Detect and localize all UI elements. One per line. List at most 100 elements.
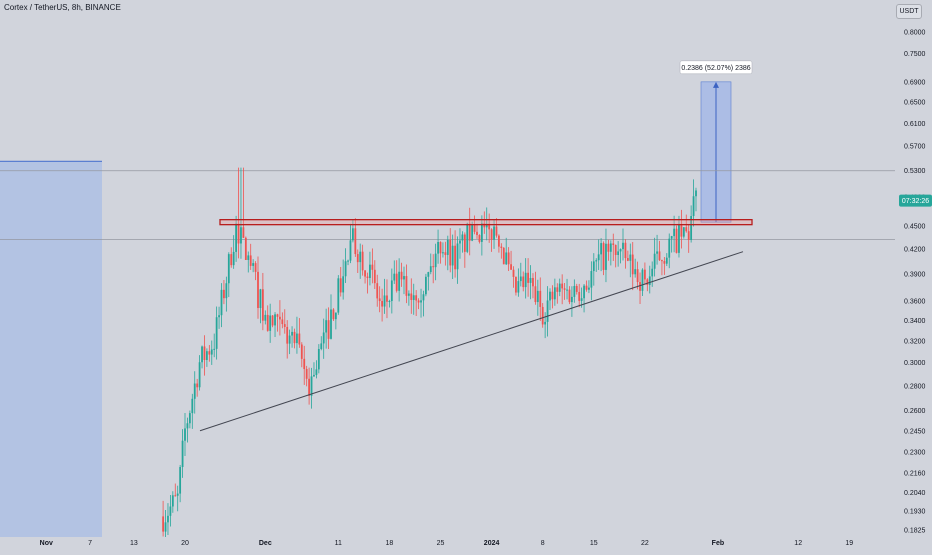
candle[interactable]: [249, 243, 252, 270]
candle[interactable]: [519, 262, 522, 287]
candle[interactable]: [254, 261, 257, 281]
candle[interactable]: [607, 239, 610, 261]
candle[interactable]: [585, 280, 588, 292]
candle[interactable]: [622, 228, 624, 261]
candle[interactable]: [695, 187, 697, 212]
candle[interactable]: [420, 288, 422, 318]
candle[interactable]: [410, 278, 413, 314]
candle[interactable]: [636, 261, 639, 290]
candle[interactable]: [383, 278, 386, 314]
candle[interactable]: [678, 215, 680, 258]
candle[interactable]: [395, 260, 398, 293]
candle[interactable]: [595, 258, 598, 272]
candle[interactable]: [658, 240, 661, 262]
candle[interactable]: [609, 240, 612, 266]
candle[interactable]: [215, 306, 218, 360]
candle[interactable]: [690, 205, 693, 243]
candle[interactable]: [566, 278, 568, 300]
candle[interactable]: [303, 345, 306, 385]
candle[interactable]: [274, 312, 276, 338]
candle[interactable]: [578, 283, 581, 308]
candle[interactable]: [434, 243, 437, 281]
candle[interactable]: [344, 248, 347, 283]
candle[interactable]: [174, 483, 177, 497]
candle[interactable]: [407, 290, 410, 306]
candle[interactable]: [653, 237, 656, 277]
candle[interactable]: [600, 238, 602, 272]
candle[interactable]: [347, 259, 349, 266]
candle[interactable]: [332, 308, 335, 322]
candle[interactable]: [495, 218, 498, 238]
candle[interactable]: [612, 233, 615, 261]
candle[interactable]: [181, 429, 184, 478]
ascending-trendline[interactable]: [199, 251, 744, 432]
candle[interactable]: [651, 261, 654, 287]
candle[interactable]: [342, 259, 345, 300]
candle[interactable]: [544, 312, 547, 339]
candle[interactable]: [644, 262, 646, 285]
candle[interactable]: [381, 288, 383, 322]
candle[interactable]: [685, 214, 688, 233]
candle[interactable]: [641, 268, 644, 296]
candle[interactable]: [337, 275, 340, 315]
candle[interactable]: [682, 227, 685, 239]
candle[interactable]: [446, 235, 449, 271]
candle[interactable]: [571, 286, 573, 317]
candle[interactable]: [247, 251, 250, 273]
candle[interactable]: [339, 266, 342, 297]
candle[interactable]: [459, 228, 461, 259]
candle[interactable]: [244, 236, 247, 261]
candle[interactable]: [656, 234, 658, 265]
candle[interactable]: [415, 290, 418, 317]
candle[interactable]: [206, 348, 208, 367]
candle[interactable]: [490, 228, 493, 252]
candle[interactable]: [176, 485, 179, 512]
candle[interactable]: [325, 308, 328, 349]
candle[interactable]: [665, 253, 668, 267]
candle[interactable]: [388, 299, 391, 308]
candle[interactable]: [386, 279, 388, 319]
candle[interactable]: [162, 500, 164, 537]
candle[interactable]: [522, 271, 525, 292]
candle[interactable]: [661, 259, 663, 276]
candle[interactable]: [619, 248, 622, 264]
candle[interactable]: [466, 222, 469, 254]
candle[interactable]: [588, 280, 590, 294]
candle[interactable]: [257, 256, 259, 319]
candle[interactable]: [617, 241, 620, 267]
candle[interactable]: [208, 345, 211, 362]
candle[interactable]: [281, 312, 284, 329]
candle[interactable]: [213, 333, 216, 358]
candle[interactable]: [364, 270, 366, 284]
candle[interactable]: [171, 491, 174, 513]
candle[interactable]: [179, 464, 182, 503]
candle[interactable]: [468, 207, 471, 256]
candle[interactable]: [261, 272, 264, 331]
candle[interactable]: [675, 225, 678, 254]
candle[interactable]: [583, 283, 585, 313]
candle[interactable]: [510, 250, 512, 270]
candle[interactable]: [437, 229, 439, 264]
candle[interactable]: [592, 253, 595, 286]
currency-button[interactable]: USDT: [896, 4, 922, 19]
candle[interactable]: [352, 219, 354, 243]
candle[interactable]: [330, 294, 332, 340]
candle[interactable]: [534, 271, 537, 305]
candle[interactable]: [546, 286, 549, 337]
candle[interactable]: [359, 243, 362, 279]
candle[interactable]: [369, 251, 371, 286]
candle[interactable]: [432, 254, 435, 284]
candle[interactable]: [597, 239, 600, 270]
candle[interactable]: [393, 260, 396, 284]
candle[interactable]: [398, 258, 401, 302]
candle[interactable]: [296, 316, 298, 354]
candle[interactable]: [283, 309, 286, 334]
candle[interactable]: [378, 286, 381, 313]
candle[interactable]: [648, 265, 651, 294]
candle[interactable]: [663, 257, 666, 275]
candle[interactable]: [403, 266, 405, 295]
candle[interactable]: [223, 279, 225, 305]
candle[interactable]: [614, 244, 617, 268]
candle[interactable]: [193, 371, 196, 414]
candle[interactable]: [451, 234, 454, 280]
